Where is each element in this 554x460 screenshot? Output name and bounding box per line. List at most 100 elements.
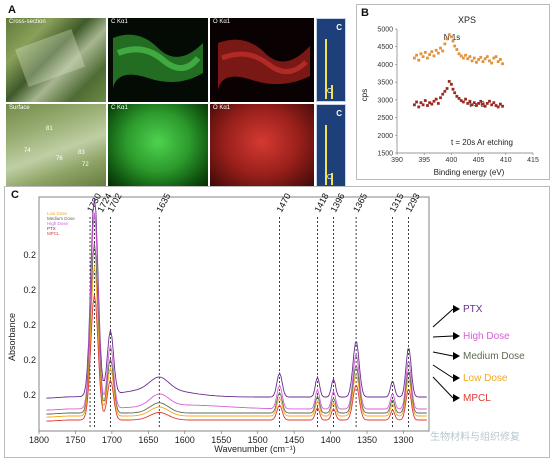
marker-76: 76 bbox=[56, 156, 63, 162]
ftir-series-line bbox=[46, 242, 427, 415]
eds-spectrum-cross-section: C O bbox=[316, 18, 346, 102]
xps-y-tick-label: 1500 bbox=[377, 151, 393, 158]
ftir-legend-arrowhead bbox=[453, 374, 460, 382]
xps-point-t0 bbox=[481, 60, 485, 63]
xps-point-t20 bbox=[490, 103, 494, 107]
ftir-x-tick-label: 1500 bbox=[248, 435, 268, 445]
xps-point-t0 bbox=[492, 56, 496, 60]
small-legend-medium: Medium Dose bbox=[47, 216, 75, 221]
sem-image-cross-section: Cross-section bbox=[6, 18, 106, 102]
ftir-y-axis-label: Absorbance bbox=[7, 313, 17, 361]
c-ka1-label: C Kα1 bbox=[111, 19, 128, 25]
ftir-legend-arrow bbox=[432, 335, 454, 338]
row-label-cross-section: Cross-section bbox=[9, 19, 46, 25]
xps-point-t0 bbox=[496, 60, 500, 63]
xps-point-t0 bbox=[428, 53, 432, 56]
xps-point-t20 bbox=[419, 101, 423, 105]
xps-point-t20 bbox=[432, 99, 436, 103]
xps-point-t20 bbox=[472, 101, 476, 105]
xps-point-t20 bbox=[477, 102, 480, 105]
xps-point-t0 bbox=[439, 46, 442, 50]
spec-o-label: O bbox=[327, 88, 333, 95]
xps-point-t0 bbox=[450, 35, 453, 39]
panel-c-letter: C bbox=[11, 189, 19, 201]
xps-point-t0 bbox=[485, 55, 489, 59]
ftir-x-tick-label: 1800 bbox=[29, 435, 49, 445]
xps-point-t0 bbox=[464, 53, 467, 57]
xps-point-t0 bbox=[461, 56, 465, 60]
spec-c-label-surface: C bbox=[336, 109, 342, 118]
small-legend-ptx: PTX bbox=[47, 226, 56, 231]
ftir-y-tick-label: 0.2 bbox=[23, 355, 36, 365]
xps-point-t0 bbox=[453, 44, 457, 48]
ftir-peak-label: 1635 bbox=[154, 192, 172, 214]
xps-point-t0 bbox=[421, 55, 425, 59]
xps-point-t20 bbox=[488, 99, 491, 103]
xps-point-t0 bbox=[455, 48, 459, 51]
ftir-peak-label: 1396 bbox=[328, 192, 346, 214]
ftir-plot: Absorbance Wavenumber (cm⁻¹) Low Dose Me… bbox=[7, 192, 525, 454]
xps-point-t20 bbox=[496, 105, 500, 109]
ftir-x-tick-label: 1700 bbox=[102, 435, 122, 445]
ftir-x-tick-label: 1300 bbox=[393, 435, 413, 445]
c-ka1-label-surface: C Kα1 bbox=[111, 105, 128, 111]
ftir-legend-arrowhead bbox=[453, 332, 460, 340]
xps-point-t20 bbox=[413, 103, 416, 107]
carbon-speckle bbox=[108, 18, 208, 102]
xps-point-t0 bbox=[434, 48, 438, 52]
xps-point-t0 bbox=[451, 39, 455, 43]
ftir-legend-arrowhead bbox=[453, 352, 460, 360]
xps-x-axis-label: Binding energy (eV) bbox=[434, 168, 505, 177]
xps-point-t20 bbox=[492, 101, 496, 105]
ftir-y-tick-label: 0.2 bbox=[23, 285, 36, 295]
xps-point-t20 bbox=[415, 100, 418, 104]
sem-image-surface: Surface 81 74 76 83 72 bbox=[6, 104, 106, 188]
xps-x-tick-label: 415 bbox=[527, 157, 539, 164]
oxygen-speckle bbox=[210, 18, 314, 102]
xps-point-t0 bbox=[494, 55, 498, 59]
xps-point-t0 bbox=[447, 33, 451, 37]
xps-point-t20 bbox=[436, 102, 440, 105]
panel-c-ftir-chart: C Absorbance Wavenumber (cm⁻¹) Low Dose … bbox=[4, 186, 550, 458]
xps-point-t0 bbox=[415, 53, 418, 57]
xps-x-tick-label: 410 bbox=[500, 157, 512, 164]
xps-point-t20 bbox=[439, 96, 442, 100]
xps-title: XPS bbox=[458, 15, 476, 25]
panel-a-letter: A bbox=[8, 4, 16, 16]
small-legend-high: High Dose bbox=[47, 221, 69, 226]
xps-point-t20 bbox=[466, 102, 470, 105]
xps-x-tick-label: 400 bbox=[446, 157, 458, 164]
xps-x-tick-label: 405 bbox=[473, 157, 485, 164]
xps-point-t0 bbox=[466, 57, 470, 61]
xps-point-t0 bbox=[468, 55, 472, 59]
ftir-legend-arrow bbox=[432, 376, 454, 399]
ftir-peak-label: 1365 bbox=[351, 192, 369, 214]
carbon-map-cross-section: C Kα1 bbox=[108, 18, 208, 102]
ftir-legend-label: MPCL bbox=[463, 393, 491, 404]
small-legend-low: Low Dose bbox=[47, 211, 68, 216]
panel-b-letter: B bbox=[361, 7, 369, 19]
xps-point-t0 bbox=[441, 49, 445, 53]
xps-point-t20 bbox=[445, 87, 449, 90]
panel-a: A Cross-section C Kα1 O Kα1 C O bbox=[6, 4, 350, 188]
ftir-peak-label: 1470 bbox=[274, 192, 292, 214]
xps-point-t20 bbox=[475, 104, 478, 107]
marker-83: 83 bbox=[78, 150, 85, 156]
ftir-legend-arrow bbox=[432, 364, 454, 379]
xps-point-t20 bbox=[434, 97, 438, 101]
ftir-peak-label: 1293 bbox=[404, 192, 422, 214]
ftir-small-legend: Low Dose Medium Dose High Dose PTX MPCL bbox=[47, 211, 75, 236]
xps-y-tick-label: 2500 bbox=[377, 115, 393, 122]
xps-point-t20 bbox=[421, 103, 425, 107]
ftir-x-tick-label: 1600 bbox=[175, 435, 195, 445]
ftir-legend-arrow bbox=[432, 351, 454, 357]
xps-point-t0 bbox=[430, 50, 434, 54]
xps-point-t20 bbox=[453, 91, 457, 95]
marker-81: 81 bbox=[46, 126, 53, 132]
ftir-plot-frame bbox=[38, 196, 430, 432]
xps-point-t0 bbox=[417, 58, 421, 62]
watermark-text: 生物材料与组织修复 bbox=[430, 430, 520, 443]
xps-point-t20 bbox=[426, 104, 429, 107]
xps-point-t0 bbox=[436, 51, 440, 55]
xps-point-t20 bbox=[447, 80, 451, 83]
